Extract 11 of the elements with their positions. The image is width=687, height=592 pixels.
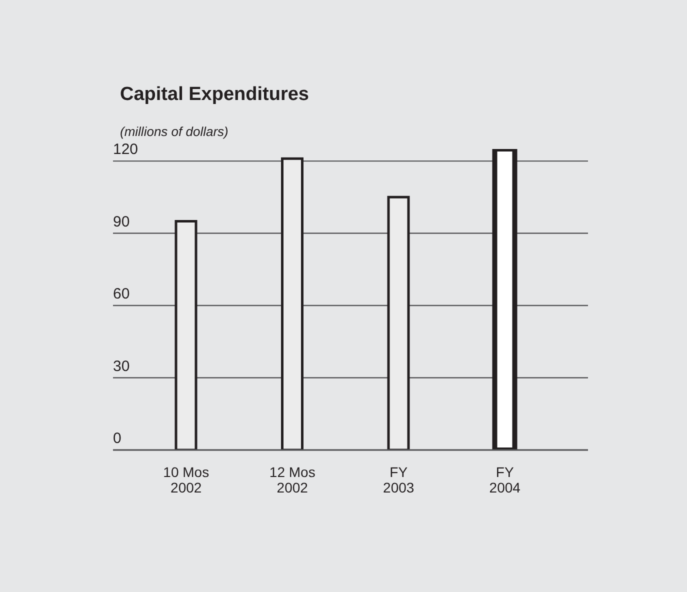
y-tick-label: 120 [113, 141, 138, 158]
x-tick-label: FY 2003 [383, 464, 414, 496]
chart-subtitle: (millions of dollars) [120, 124, 228, 139]
x-tick-label: 12 Mos 2002 [269, 464, 316, 496]
x-tick-label: FY 2004 [489, 464, 521, 496]
y-tick-label: 90 [113, 213, 130, 230]
y-tick-label: 0 [113, 430, 122, 447]
y-tick-label: 60 [113, 286, 130, 303]
chart-title: Capital Expenditures [120, 84, 309, 106]
y-tick-label: 30 [113, 358, 130, 375]
x-tick-label: 10 Mos 2002 [163, 464, 210, 496]
